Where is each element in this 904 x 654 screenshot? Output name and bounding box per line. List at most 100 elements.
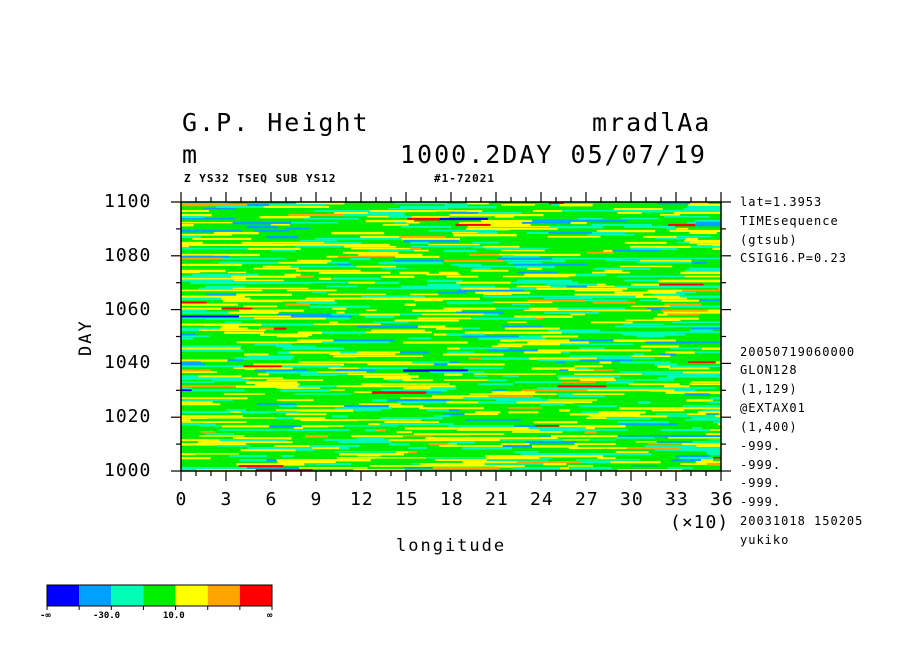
x-tick-label: 36: [710, 489, 734, 510]
heatmap-cell: [667, 375, 720, 378]
heatmap-cell: [570, 313, 586, 316]
heatmap-cell: [692, 441, 721, 443]
heatmap-cell: [547, 235, 601, 238]
heatmap-cell: [660, 429, 711, 432]
heatmap-cell: [715, 361, 721, 364]
heatmap-cell: [338, 459, 371, 462]
heatmap-cell: [589, 415, 636, 417]
heatmap-cell: [677, 285, 721, 289]
heatmap-cell: [426, 279, 463, 283]
heatmap-cell: [239, 315, 292, 318]
heatmap-cell: [223, 393, 265, 395]
heatmap-cell: [665, 351, 695, 354]
heatmap-cell: [449, 211, 479, 214]
heatmap-cell: [591, 271, 601, 274]
heatmap-cell: [403, 341, 468, 344]
heatmap-cell: [333, 355, 357, 358]
heatmap-cell: [478, 211, 522, 215]
heatmap-cell: [257, 439, 287, 442]
heatmap-cell: [572, 393, 625, 396]
heatmap-cell: [346, 243, 390, 246]
heatmap-cell: [516, 285, 551, 288]
heatmap-cell: [376, 457, 427, 459]
heatmap-cell: [617, 275, 685, 278]
heatmap-cell: [296, 405, 345, 408]
heatmap-cell: [483, 313, 499, 316]
heatmap-cell: [236, 463, 305, 466]
heatmap-cell: [644, 445, 655, 448]
heatmap-cell: [229, 455, 268, 458]
heatmap-cell: [269, 411, 300, 413]
heatmap-cell: [705, 447, 720, 450]
heatmap-cell: [298, 361, 346, 363]
heatmap-cell: [397, 401, 447, 404]
heatmap-cell: [566, 285, 588, 289]
heatmap-cell: [470, 433, 505, 435]
heatmap-cell: [428, 243, 480, 246]
heatmap-cell: [428, 229, 439, 232]
heatmap-cell: [682, 289, 721, 292]
heatmap-cell: [375, 281, 400, 284]
heatmap-cell: [651, 291, 677, 294]
heatmap-cell: [448, 441, 475, 444]
heatmap-cell: [465, 427, 529, 430]
heatmap-cell: [462, 327, 480, 330]
heatmap-cell: [488, 395, 533, 397]
heatmap-cell: [382, 223, 409, 226]
heatmap-cell: [293, 417, 326, 420]
heatmap-cell: [314, 209, 371, 212]
heatmap-cell: [181, 423, 202, 426]
heatmap-cell: [614, 293, 644, 297]
heatmap-cell: [181, 397, 227, 400]
heatmap-cell: [565, 287, 628, 290]
heatmap-cell: [295, 341, 322, 343]
heatmap-cell: [434, 363, 448, 366]
heatmap-cell: [513, 263, 569, 266]
heatmap-cell: [205, 317, 254, 320]
heatmap-cell: [708, 209, 721, 213]
heatmap-cell: [400, 225, 452, 228]
heatmap-cell: [395, 255, 440, 258]
heatmap-cell: [641, 373, 694, 376]
heatmap-cell: [561, 331, 621, 334]
heatmap-cell: [671, 459, 701, 462]
heatmap-cell: [488, 379, 507, 382]
heatmap-cell: [181, 469, 197, 471]
heatmap-cell: [492, 391, 536, 394]
heatmap-cell: [694, 219, 721, 222]
heatmap-cell: [527, 267, 542, 270]
heatmap-cell: [181, 365, 244, 368]
heatmap-cell: [707, 463, 721, 466]
heatmap-cell: [181, 235, 202, 239]
heatmap-cell: [181, 245, 189, 248]
heatmap-cell: [361, 383, 382, 386]
heatmap-cell: [275, 345, 317, 348]
y-tick-label: 1080: [104, 244, 152, 266]
heatmap-cell: [680, 295, 721, 299]
heatmap-cell: [457, 429, 526, 431]
heatmap-cell: [696, 445, 721, 447]
heatmap-cell: [631, 283, 660, 286]
heatmap-cell: [426, 457, 487, 459]
heatmap-cell: [265, 371, 317, 374]
heatmap-cell: [701, 459, 713, 462]
heatmap-cell: [181, 303, 239, 306]
heatmap-cell: [181, 311, 229, 315]
heatmap-cell: [660, 353, 676, 356]
heatmap-cell: [372, 399, 388, 402]
heatmap-cell: [181, 233, 232, 236]
heatmap-cell: [222, 299, 283, 303]
heatmap-cell: [333, 211, 359, 215]
heatmap-cell: [366, 287, 401, 290]
heatmap-cell: [483, 293, 512, 296]
heatmap-cell: [666, 227, 676, 230]
heatmap-cell: [181, 209, 209, 213]
heatmap-cell: [606, 381, 634, 384]
heatmap-cell: [427, 283, 460, 287]
heatmap-cell: [552, 257, 607, 260]
heatmap-cell: [596, 229, 656, 233]
heatmap-cell: [630, 247, 678, 251]
heatmap-cell: [580, 461, 611, 464]
heatmap-cell: [273, 241, 325, 244]
heatmap-cell: [181, 349, 244, 352]
